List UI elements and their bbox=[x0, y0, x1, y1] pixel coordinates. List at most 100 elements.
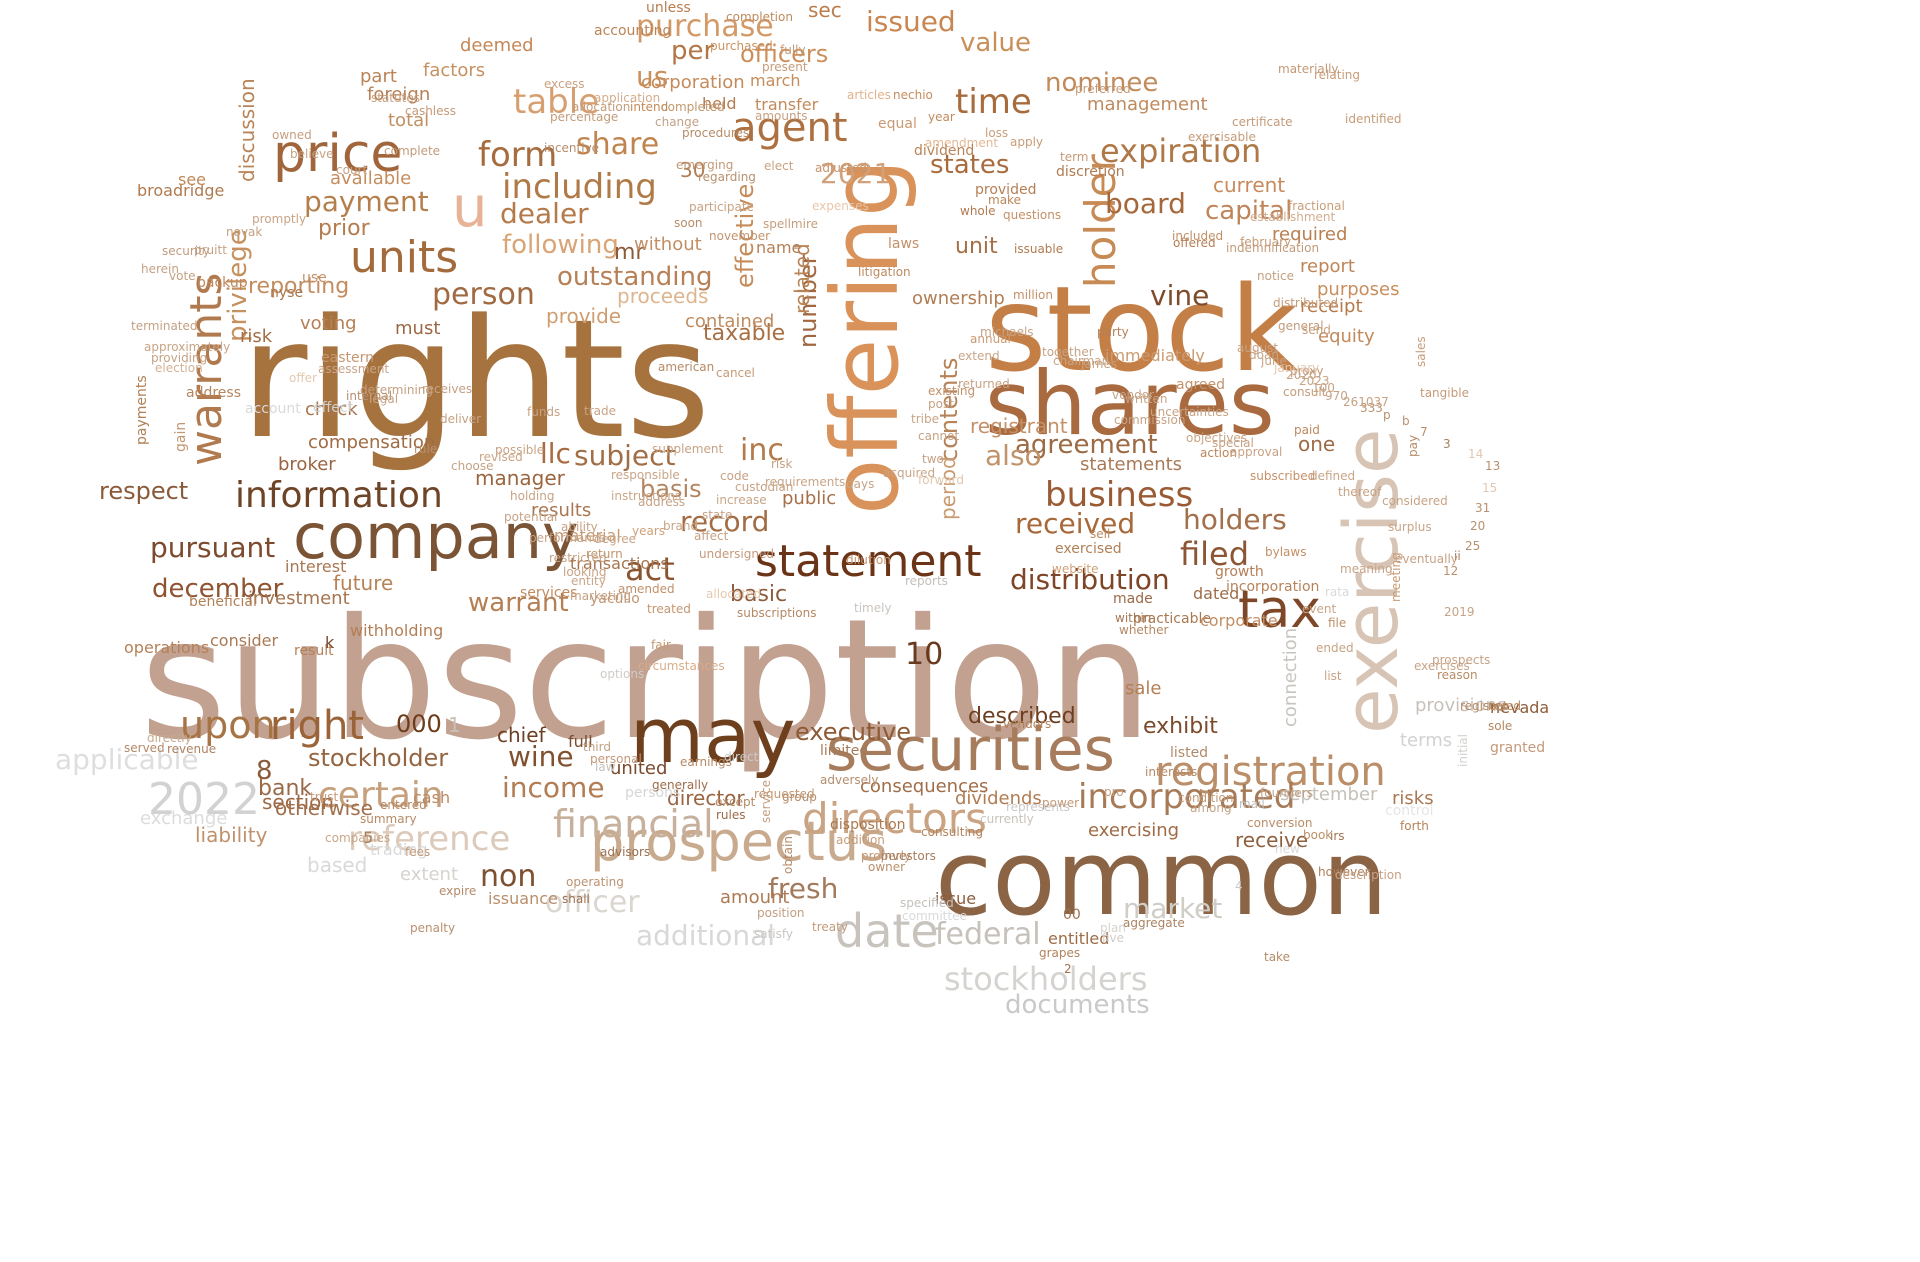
cloud-word: 2 bbox=[1064, 962, 1072, 976]
cloud-word: provided bbox=[975, 182, 1037, 198]
cloud-word: applicable bbox=[55, 743, 199, 776]
cloud-word: dealer bbox=[500, 197, 589, 230]
cloud-word: issuable bbox=[1014, 242, 1064, 256]
cloud-word: surplus bbox=[1388, 520, 1432, 534]
cloud-word: increase bbox=[716, 493, 767, 507]
cloud-word: february bbox=[1240, 235, 1292, 249]
cloud-word: looking bbox=[563, 565, 607, 579]
cloud-word: provisions bbox=[1415, 695, 1507, 716]
cloud-word: nyse bbox=[270, 285, 304, 301]
cloud-word: receives bbox=[422, 382, 473, 396]
cloud-word: provide bbox=[546, 304, 622, 328]
cloud-word: trading bbox=[370, 840, 428, 859]
cloud-word: table bbox=[513, 82, 600, 122]
cloud-word: 7 bbox=[1420, 425, 1428, 439]
cloud-word: value bbox=[960, 28, 1032, 58]
cloud-word: plan bbox=[1100, 921, 1126, 935]
cloud-word: yacullo bbox=[590, 591, 640, 607]
cloud-word: owner bbox=[868, 860, 906, 874]
cloud-word: circumstances bbox=[638, 659, 725, 673]
cloud-word: group bbox=[782, 790, 817, 804]
cloud-word: trade bbox=[584, 404, 616, 418]
cloud-word: believe bbox=[290, 147, 334, 161]
cloud-word: record bbox=[680, 505, 770, 538]
cloud-word: pursuant bbox=[150, 531, 276, 564]
cloud-word: take bbox=[1264, 950, 1290, 964]
cloud-word: description bbox=[1335, 868, 1402, 882]
cloud-word: shares bbox=[985, 352, 1275, 455]
cloud-word: indemnification bbox=[1226, 241, 1320, 255]
cloud-word: consulting bbox=[921, 825, 983, 839]
cloud-word: advisors bbox=[600, 845, 651, 859]
cloud-word: whole bbox=[960, 204, 996, 218]
cloud-word: granted bbox=[1490, 740, 1546, 756]
cloud-word: providing bbox=[151, 351, 208, 365]
cloud-word: risk bbox=[771, 457, 793, 471]
cloud-word: rights bbox=[240, 284, 711, 475]
cloud-word: earnings bbox=[680, 755, 732, 769]
cloud-word: completion bbox=[726, 10, 793, 24]
cloud-word: equal bbox=[878, 116, 917, 132]
cloud-word: penalty bbox=[410, 921, 456, 935]
cloud-word: based bbox=[307, 853, 368, 877]
cloud-word: general bbox=[1278, 319, 1324, 333]
cloud-word: vine bbox=[1150, 279, 1210, 312]
cloud-word: effect bbox=[313, 400, 354, 416]
cloud-word: identified bbox=[1345, 112, 1402, 126]
cloud-word: mail bbox=[1239, 797, 1265, 811]
cloud-word: right bbox=[270, 703, 364, 749]
cloud-word: prospects bbox=[1432, 653, 1491, 667]
cloud-word: upon bbox=[180, 703, 276, 747]
cloud-word: b bbox=[1402, 414, 1410, 428]
cloud-word: allocated bbox=[706, 587, 762, 601]
cloud-word: us bbox=[636, 60, 669, 93]
cloud-word: satisfy bbox=[754, 927, 794, 941]
cloud-word: material bbox=[554, 526, 621, 545]
cloud-word: novak bbox=[226, 225, 263, 239]
cloud-word: issuance bbox=[488, 889, 558, 908]
cloud-word: law bbox=[595, 760, 616, 774]
cloud-word: notice bbox=[1257, 269, 1294, 283]
cloud-word: statements bbox=[1080, 454, 1183, 475]
cloud-word: security bbox=[162, 244, 210, 258]
cloud-word: choose bbox=[451, 459, 494, 473]
cloud-word: acquired bbox=[883, 466, 936, 480]
cloud-word: funds bbox=[527, 405, 561, 419]
cloud-word: purchased bbox=[710, 39, 773, 53]
cloud-word: exercises bbox=[1414, 659, 1470, 673]
cloud-word: statutes bbox=[371, 91, 420, 105]
cloud-word: without bbox=[634, 234, 702, 255]
cloud-word: ended bbox=[1316, 641, 1354, 655]
cloud-word: amended bbox=[618, 582, 675, 596]
cloud-word: exchange bbox=[140, 808, 228, 829]
cloud-word: participate bbox=[689, 200, 754, 214]
cloud-word: revised bbox=[479, 450, 523, 464]
cloud-word: 15 bbox=[1482, 481, 1498, 495]
cloud-word: annual bbox=[970, 332, 1011, 346]
cloud-word: fractional bbox=[1288, 199, 1345, 213]
cloud-word: whether bbox=[1119, 623, 1169, 637]
cloud-word: five bbox=[1102, 931, 1125, 945]
cloud-word: entity bbox=[571, 574, 606, 588]
cloud-word: vendors bbox=[1003, 717, 1052, 731]
cloud-word: within bbox=[1115, 611, 1152, 625]
cloud-word: supplement bbox=[652, 442, 724, 456]
cloud-word: file bbox=[1328, 616, 1347, 630]
cloud-word: new bbox=[1275, 842, 1300, 856]
cloud-word: ability bbox=[561, 520, 598, 534]
cloud-word: cashless bbox=[405, 104, 457, 118]
cloud-word: name bbox=[756, 238, 802, 257]
cloud-word: common bbox=[935, 817, 1388, 939]
cloud-word: doan bbox=[1249, 348, 1279, 362]
cloud-word: uncertainties bbox=[1150, 405, 1229, 419]
cloud-word: fees bbox=[405, 845, 431, 859]
cloud-word: voting bbox=[300, 313, 357, 334]
cloud-word: entered bbox=[380, 798, 427, 812]
cloud-word: immediately bbox=[1105, 346, 1205, 365]
cloud-word: spellmire bbox=[763, 217, 818, 231]
cloud-word: special bbox=[1212, 436, 1254, 450]
cloud-word: fair bbox=[651, 638, 671, 652]
cloud-word: establishment bbox=[1250, 210, 1336, 224]
cloud-word: expiration bbox=[1100, 132, 1262, 170]
cloud-word: reporting bbox=[248, 274, 350, 299]
